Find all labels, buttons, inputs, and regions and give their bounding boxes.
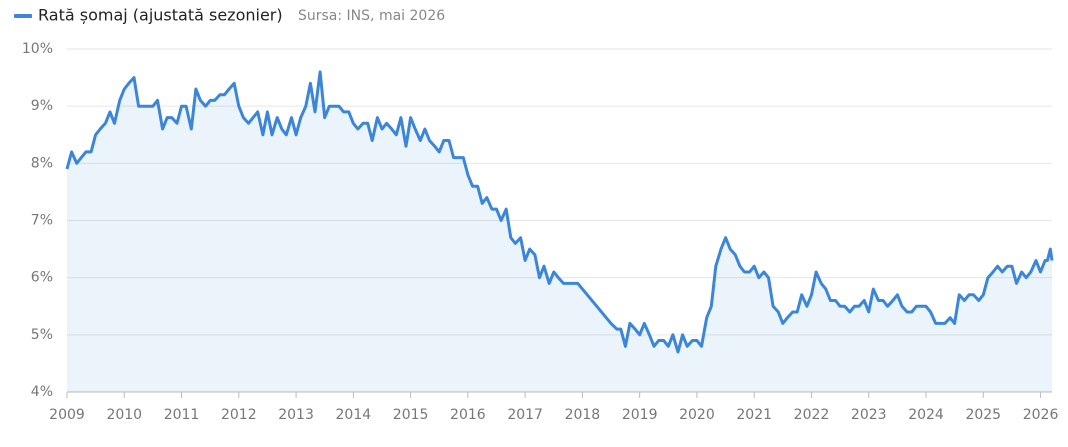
x-tick-label: 2019	[622, 407, 658, 423]
y-tick-label: 4%	[31, 384, 53, 400]
x-tick-label: 2018	[565, 407, 601, 423]
x-tick-label: 2022	[794, 407, 830, 423]
x-tick-label: 2011	[164, 407, 200, 423]
y-tick-label: 8%	[31, 155, 53, 171]
x-tick-label: 2012	[221, 407, 257, 423]
x-tick-label: 2020	[679, 407, 715, 423]
y-tick-label: 7%	[31, 213, 53, 229]
legend-label: Rată șomaj (ajustată sezonier)	[38, 6, 283, 25]
x-tick-label: 2021	[736, 407, 772, 423]
x-tick-label: 2015	[393, 407, 429, 423]
y-tick-label: 9%	[31, 98, 53, 114]
x-tick-label: 2024	[908, 407, 944, 423]
x-tick-label: 2010	[106, 407, 142, 423]
legend-swatch	[14, 14, 32, 18]
area	[67, 71, 1052, 393]
x-tick-label: 2014	[336, 407, 372, 423]
y-tick-label: 10%	[22, 41, 53, 57]
x-tick-label: 2016	[450, 407, 486, 423]
y-tick-label: 6%	[31, 270, 53, 286]
x-tick-label: 2023	[851, 407, 887, 423]
line	[65, 70, 1054, 354]
source: Sursa: INS, mai 2026	[298, 8, 445, 24]
x-tick-label: 2017	[507, 407, 543, 423]
x-tick-label: 2025	[965, 407, 1001, 423]
x-tick-label: 2013	[278, 407, 314, 423]
x-tick-label: 2009	[49, 407, 85, 423]
x-tick-label: 2026	[1023, 407, 1059, 423]
y-tick-label: 5%	[31, 327, 53, 343]
